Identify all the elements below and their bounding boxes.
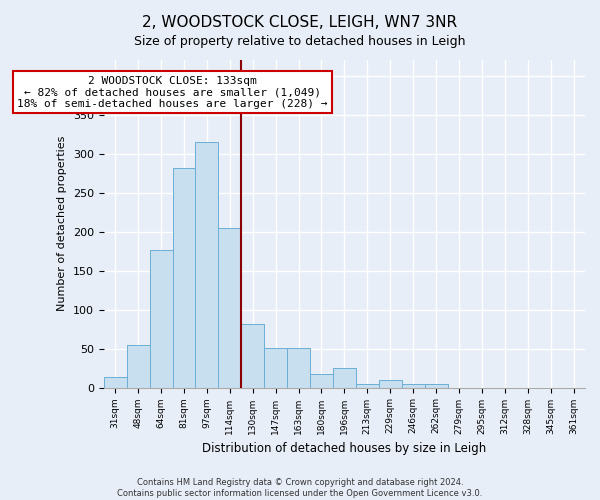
Text: Contains HM Land Registry data © Crown copyright and database right 2024.
Contai: Contains HM Land Registry data © Crown c…	[118, 478, 482, 498]
X-axis label: Distribution of detached houses by size in Leigh: Distribution of detached houses by size …	[202, 442, 487, 455]
Bar	[401, 384, 425, 388]
Bar	[218, 228, 241, 388]
Bar	[425, 384, 448, 388]
Bar	[264, 348, 287, 388]
Text: Size of property relative to detached houses in Leigh: Size of property relative to detached ho…	[134, 35, 466, 48]
Bar	[333, 368, 356, 388]
Bar	[196, 142, 218, 388]
Bar	[104, 378, 127, 388]
Y-axis label: Number of detached properties: Number of detached properties	[58, 136, 67, 312]
Bar	[310, 374, 333, 388]
Text: 2 WOODSTOCK CLOSE: 133sqm
← 82% of detached houses are smaller (1,049)
18% of se: 2 WOODSTOCK CLOSE: 133sqm ← 82% of detac…	[17, 76, 328, 109]
Bar	[127, 346, 149, 388]
Bar	[149, 250, 173, 388]
Bar	[379, 380, 401, 388]
Bar	[287, 348, 310, 388]
Bar	[173, 168, 196, 388]
Bar	[241, 324, 264, 388]
Bar	[356, 384, 379, 388]
Text: 2, WOODSTOCK CLOSE, LEIGH, WN7 3NR: 2, WOODSTOCK CLOSE, LEIGH, WN7 3NR	[142, 15, 458, 30]
